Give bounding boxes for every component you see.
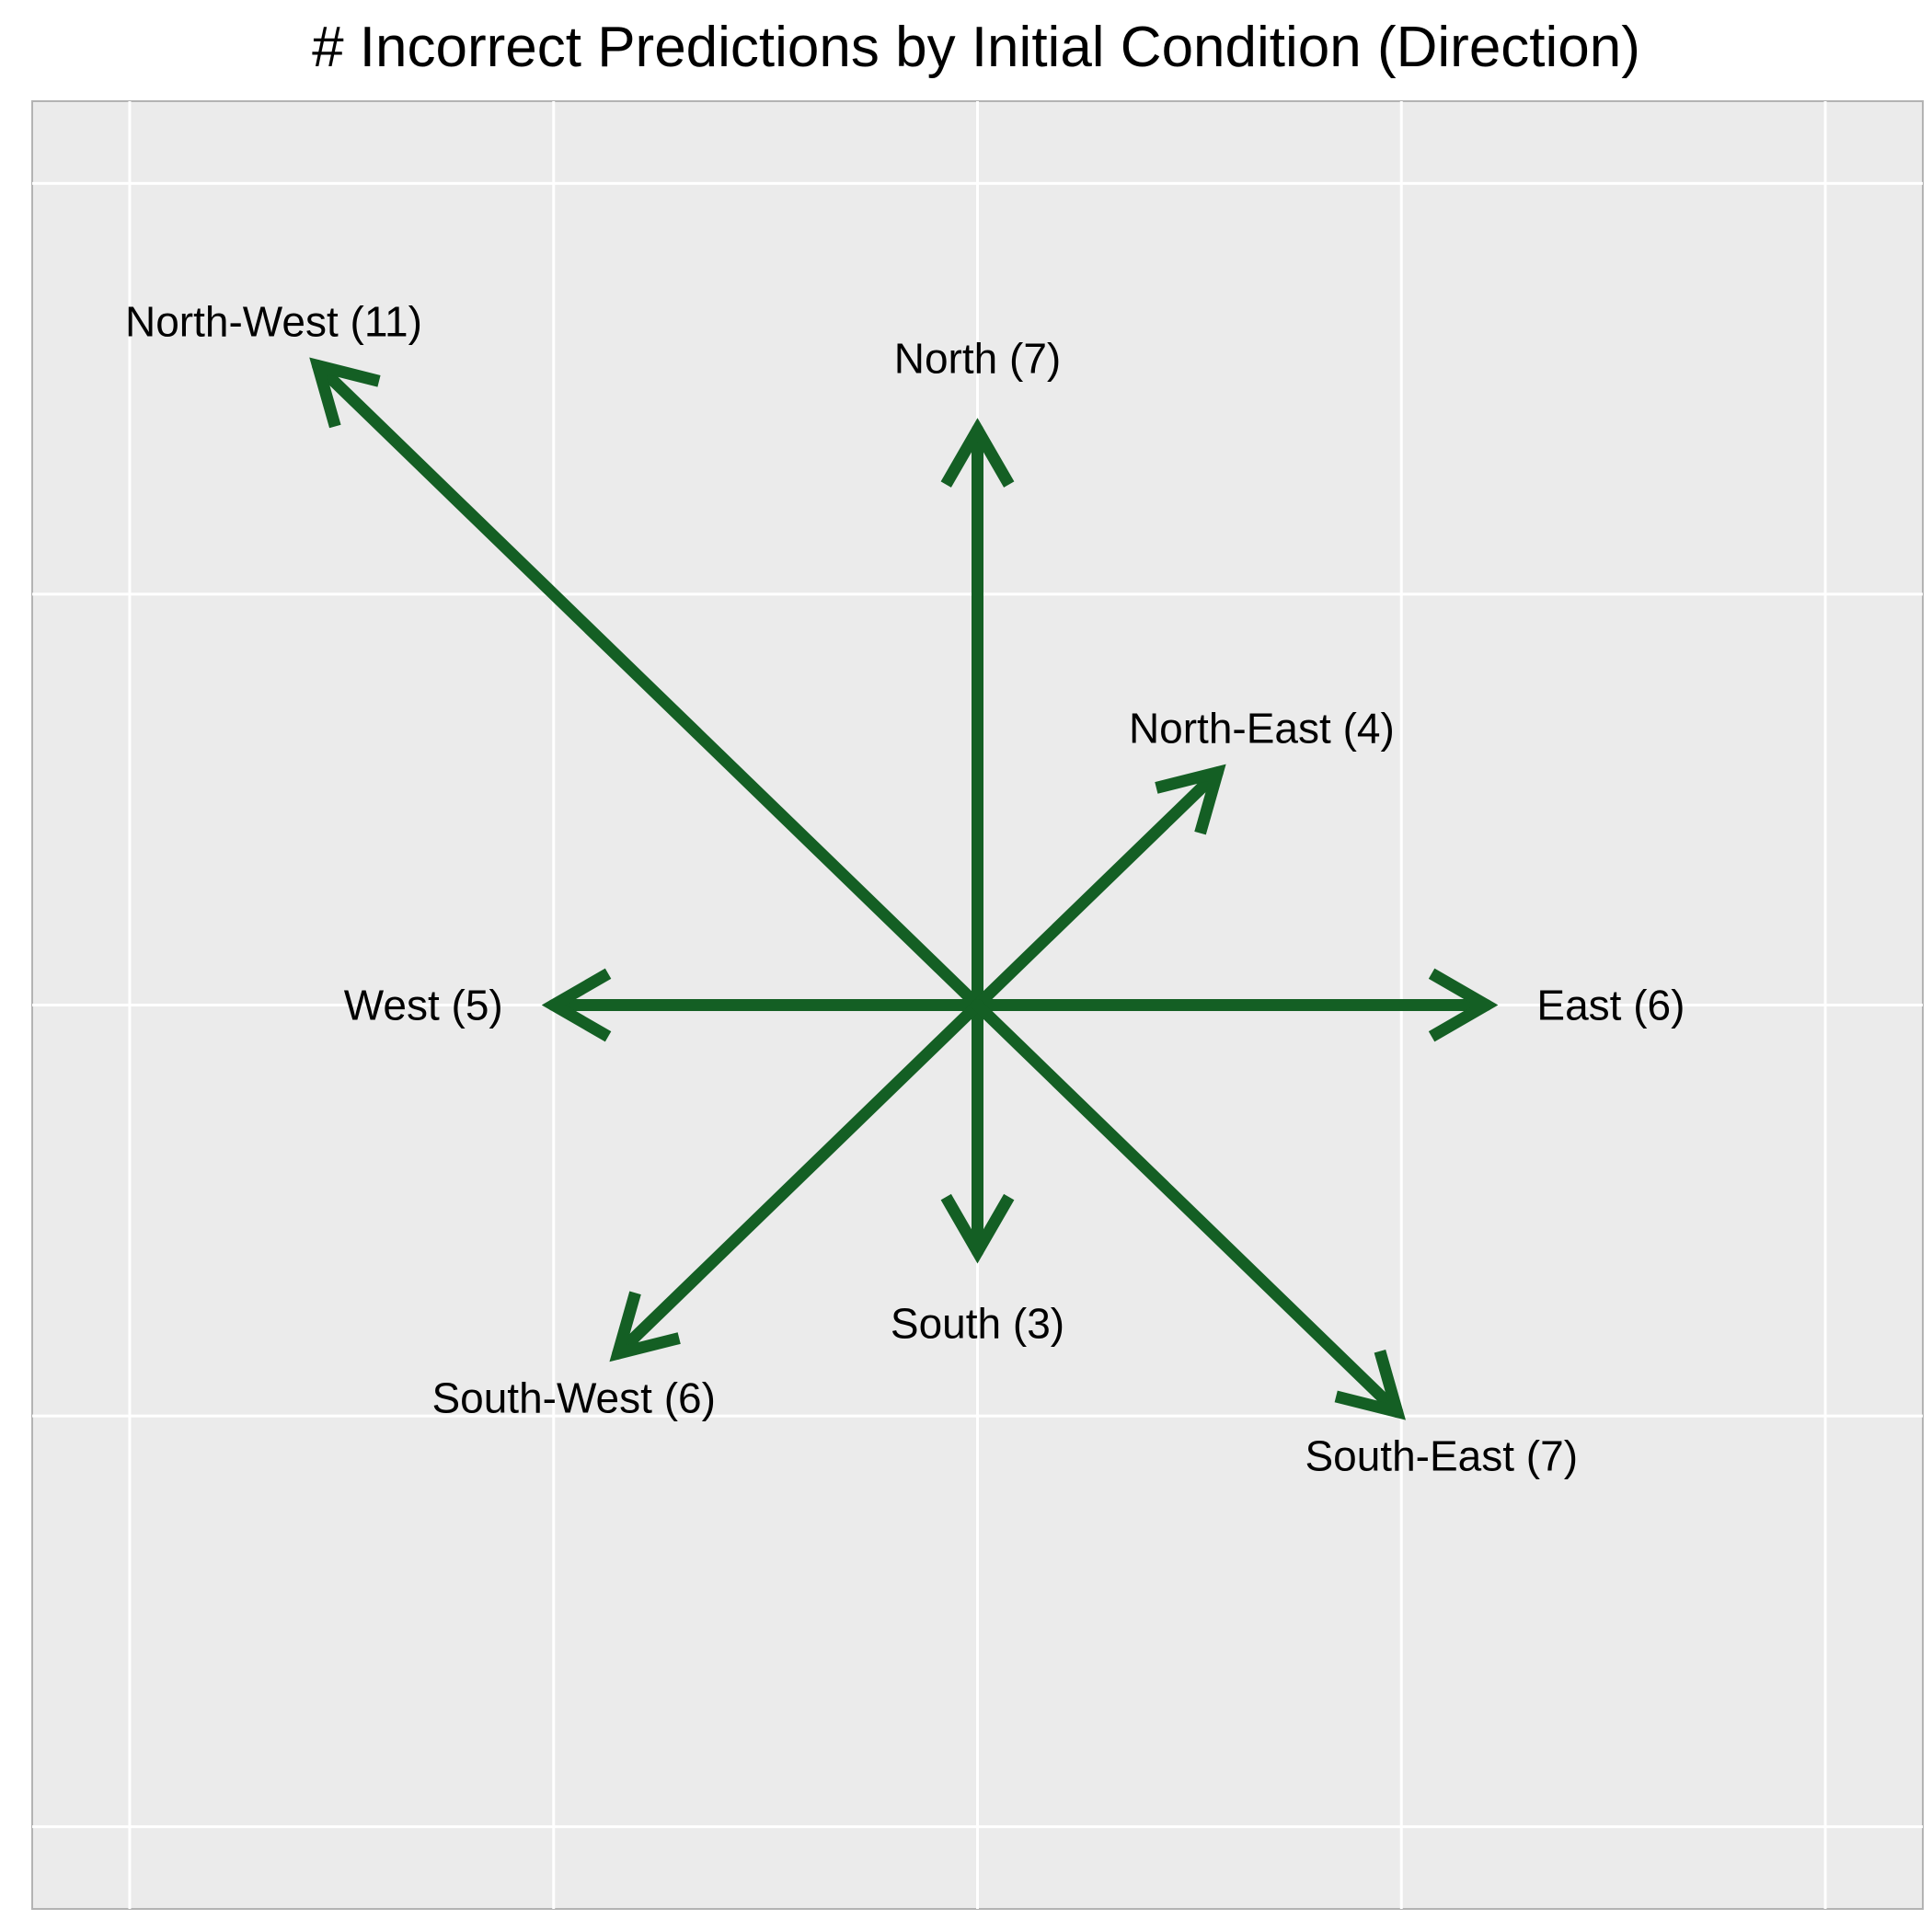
arrowhead-south (940, 1193, 1015, 1264)
label-north-east: North-East (4) (1129, 705, 1395, 753)
arrow-south-west (612, 999, 983, 1360)
arrow-north-east (972, 766, 1224, 1011)
arrow-labels: North-West (11) North (7) North-East (4) We… (125, 298, 1685, 1480)
arrowhead-south-east (1334, 1349, 1406, 1420)
arrowhead-south-west (609, 1291, 681, 1362)
arrowhead-north (940, 418, 1015, 488)
label-east: East (6) (1536, 982, 1685, 1029)
chart-title: # Incorrect Predictions by Initial Condi… (312, 16, 1640, 79)
arrow-north-west (312, 360, 983, 1011)
arrows (309, 357, 1499, 1420)
arrowhead-north-east (1155, 764, 1226, 835)
label-south: South (3) (891, 1299, 1064, 1347)
label-north-west: North-West (11) (125, 298, 422, 346)
label-north: North (7) (894, 334, 1061, 382)
arrow-south-east (972, 999, 1404, 1419)
arrowhead-east (1428, 968, 1499, 1042)
arrowhead-west (541, 968, 612, 1042)
label-west: West (5) (344, 982, 503, 1029)
label-south-west: South-West (6) (431, 1374, 715, 1421)
arrowhead-north-west (309, 357, 381, 429)
label-south-east: South-East (7) (1305, 1432, 1578, 1480)
